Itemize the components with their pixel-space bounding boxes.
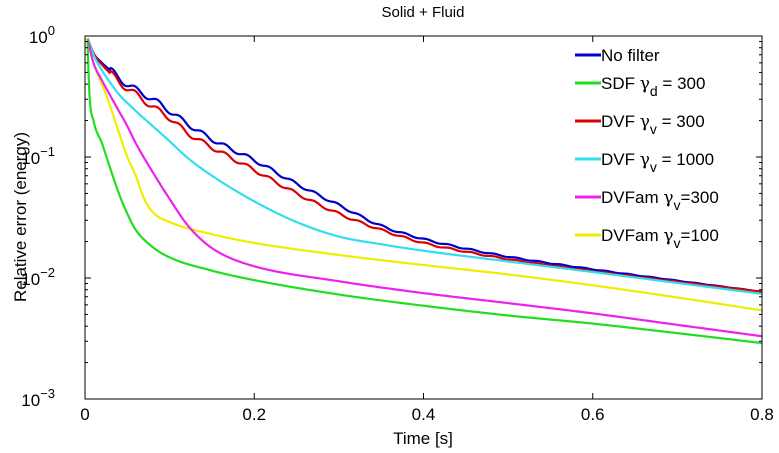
plot-area: 0 0.2 0.4 0.6 0.8 10−3 10−2 10−1 100 (21, 23, 774, 424)
x-tick-label: 0.4 (412, 405, 436, 424)
series-line-0 (86, 38, 763, 293)
series-line-2 (86, 38, 763, 293)
series-line-1 (86, 38, 763, 345)
y-axis-label: Relative error (energy) (11, 132, 30, 302)
y-tick-label: 100 (29, 23, 55, 47)
y-tick-label: 10−2 (21, 265, 55, 289)
chart-title: Solid + Fluid (382, 4, 465, 21)
y-tick-label: 10−1 (21, 144, 55, 168)
series-layer (86, 38, 763, 345)
legend-label: DVF γv = 1000 (601, 150, 714, 175)
x-tick-label: 0.8 (750, 405, 774, 424)
legend-label: No filter (601, 46, 660, 65)
legend-label: DVFam γv=100 (601, 226, 719, 251)
legend-label: DVFam γv=300 (601, 188, 719, 213)
x-tick-label: 0.6 (581, 405, 605, 424)
legend-label: SDF γd = 300 (601, 74, 705, 99)
x-tick-label: 0.2 (242, 405, 266, 424)
legend: No filter SDF γd = 300 DVF γv = 300 DVF γv … (575, 46, 719, 251)
y-tick-label: 10−3 (21, 386, 55, 410)
x-tick-label: 0 (80, 405, 89, 424)
series-line-3 (86, 38, 763, 295)
x-axis-label: Time [s] (393, 429, 453, 448)
series-line-4 (86, 38, 763, 338)
ticks-layer: 0 0.2 0.4 0.6 0.8 10−3 10−2 10−1 100 (21, 23, 774, 424)
series-line-5 (86, 38, 763, 312)
legend-label: DVF γv = 300 (601, 112, 705, 137)
